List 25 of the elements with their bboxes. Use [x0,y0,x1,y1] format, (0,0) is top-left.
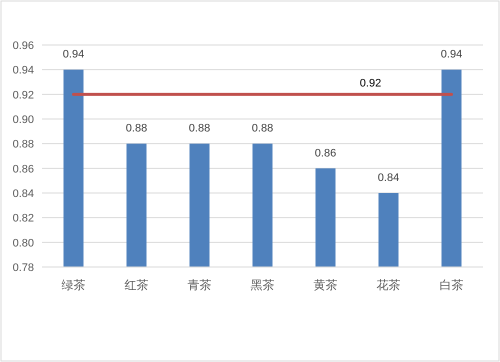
data-label: 0.94 [440,48,462,61]
x-tick-label: 花茶 [376,278,400,292]
x-tick-label: 白茶 [440,278,464,292]
y-tick-label: 0.96 [12,40,34,52]
y-tick-label: 0.80 [12,237,34,250]
data-label: 0.84 [378,172,400,184]
data-label: 0.88 [126,122,148,135]
x-tick-label: 黑茶 [250,278,274,292]
y-tick-label: 0.84 [12,188,34,200]
y-tick-label: 0.92 [12,89,34,102]
data-label: 0.94 [62,48,84,61]
y-tick-label: 0.86 [12,163,34,176]
x-tick-label: 绿茶 [62,278,86,292]
y-tick-label: 0.82 [12,212,34,225]
y-tick-label: 0.94 [12,64,34,77]
data-label: 0.88 [252,122,274,135]
y-tick-label: 0.88 [12,138,34,151]
y-tick-label: 0.78 [12,262,34,274]
ref-line-label: 0.92 [360,77,382,90]
x-tick-label: 青茶 [188,278,212,292]
data-label: 0.86 [314,147,336,160]
y-tick-label: 0.90 [12,114,34,126]
x-tick-label: 红茶 [124,278,148,292]
data-label: 0.88 [188,122,210,135]
x-tick-label: 黄茶 [314,278,338,292]
